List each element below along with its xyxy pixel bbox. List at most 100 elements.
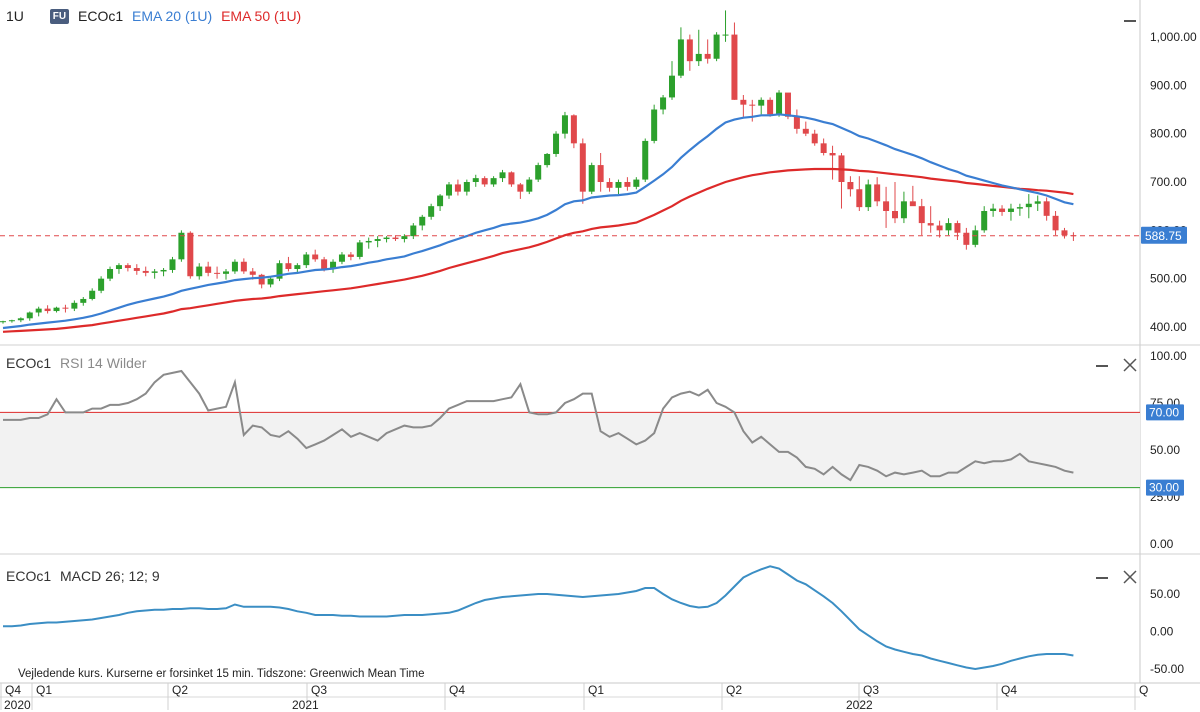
candle-body — [196, 266, 203, 277]
price-tick-label: 1,000.00 — [1150, 30, 1197, 44]
rsi-panel-header: ECOc1 RSI 14 Wilder — [6, 355, 146, 371]
macd-tick-label: 0.00 — [1150, 625, 1174, 639]
candle-body — [303, 254, 310, 266]
candle-body — [481, 178, 488, 185]
ema20-legend[interactable]: EMA 20 (1U) — [132, 8, 213, 24]
candle-body — [231, 261, 238, 272]
candle-body — [89, 290, 96, 299]
candle-body — [8, 320, 15, 322]
candle-body — [704, 53, 711, 59]
candle-body — [44, 308, 51, 312]
candle-body — [401, 236, 408, 240]
candle-body — [776, 92, 783, 115]
candle-body — [392, 237, 399, 240]
candle-body — [490, 178, 497, 185]
candle-body — [133, 268, 140, 271]
candle-body — [428, 206, 435, 217]
candle-body — [499, 172, 506, 179]
interval-label[interactable]: 1U — [6, 8, 24, 24]
candle-body — [454, 184, 461, 192]
candle-body — [686, 39, 693, 62]
candle-body — [918, 206, 925, 224]
candle-body — [472, 178, 479, 182]
candle-body — [347, 254, 354, 257]
rsi-tick-label: 100.00 — [1150, 349, 1187, 363]
candle-body — [660, 97, 667, 110]
price-minimize-icon[interactable] — [1120, 12, 1140, 30]
candle-body — [695, 53, 702, 62]
symbol-label[interactable]: ECOc1 — [78, 8, 124, 24]
candle-body — [187, 232, 194, 277]
candle-body — [561, 115, 568, 134]
candle-body — [205, 266, 212, 273]
candle-body — [793, 116, 800, 129]
candle-body — [544, 153, 551, 166]
macd-panel: 50.00 0.00 -50.00 — [3, 565, 1184, 676]
candle-body — [909, 201, 916, 207]
candle-body — [669, 75, 675, 98]
candle-body — [517, 184, 524, 192]
quarter-label: Q2 — [726, 683, 742, 697]
candle-body — [356, 242, 363, 257]
price-tick-label: 500.00 — [1150, 272, 1187, 286]
candle-body — [526, 179, 533, 192]
candle-body — [508, 172, 515, 185]
candle-body — [115, 265, 122, 269]
candle-body — [160, 269, 167, 272]
rsi-tick-label: 0.00 — [1150, 537, 1174, 551]
candle-body — [178, 232, 185, 260]
candle-body — [749, 104, 756, 106]
candle-body — [990, 208, 997, 211]
candle-body — [981, 211, 988, 231]
candle-body — [294, 265, 301, 269]
macd-minimize-icon[interactable] — [1092, 569, 1112, 587]
candle-body — [151, 271, 158, 273]
macd-close-icon[interactable] — [1120, 569, 1140, 587]
quarter-label: Q2 — [172, 683, 188, 697]
time-axis: Q4 Q1 Q2 Q3 Q4 Q1 Q2 Q3 Q4 Q 2020 2021 2022 — [0, 683, 1148, 712]
candle-body — [963, 232, 970, 245]
year-label: 2022 — [846, 698, 873, 712]
rsi-close-icon[interactable] — [1120, 357, 1140, 375]
candle-body — [463, 182, 470, 192]
rsi-tick-label: 50.00 — [1150, 443, 1180, 457]
rsi-indicator-label[interactable]: RSI 14 Wilder — [60, 355, 147, 371]
candle-body — [606, 182, 613, 188]
candle-body — [410, 225, 417, 237]
candle-body — [285, 263, 292, 269]
candle-body — [365, 240, 372, 243]
quarter-label: Q — [1139, 683, 1148, 697]
candle-body — [865, 184, 872, 208]
macd-tick-label: -50.00 — [1150, 662, 1184, 676]
candle-body — [802, 128, 809, 134]
macd-tick-label: 50.00 — [1150, 587, 1180, 601]
candle-body — [330, 261, 337, 269]
candle-body — [651, 109, 658, 141]
candle-body — [338, 254, 345, 262]
candle-body — [62, 307, 69, 309]
macd-symbol-label: ECOc1 — [6, 568, 52, 584]
candle-body — [1061, 230, 1068, 236]
macd-indicator-label[interactable]: MACD 26; 12; 9 — [60, 568, 160, 584]
candle-body — [321, 259, 328, 269]
candle-body — [874, 184, 881, 202]
candle-body — [240, 261, 247, 272]
rsi-minimize-icon[interactable] — [1092, 357, 1112, 375]
candle-body — [767, 99, 774, 115]
quarter-label: Q1 — [36, 683, 52, 697]
quarter-label: Q1 — [588, 683, 604, 697]
candle-body — [80, 298, 87, 303]
candle-body — [0, 321, 6, 323]
candle-body — [214, 272, 221, 274]
candle-body — [383, 237, 390, 240]
candle-body — [624, 182, 631, 187]
macd-panel-header: ECOc1 MACD 26; 12; 9 — [6, 568, 160, 584]
quarter-label: Q4 — [1001, 683, 1017, 697]
delay-disclaimer: Vejledende kurs. Kurserne er forsinket 1… — [18, 668, 425, 680]
rsi-line — [3, 369, 1074, 482]
candle-body — [312, 254, 319, 260]
ema50-legend[interactable]: EMA 50 (1U) — [221, 8, 302, 24]
candle-body — [71, 302, 78, 309]
price-tick-label: 800.00 — [1150, 127, 1187, 141]
